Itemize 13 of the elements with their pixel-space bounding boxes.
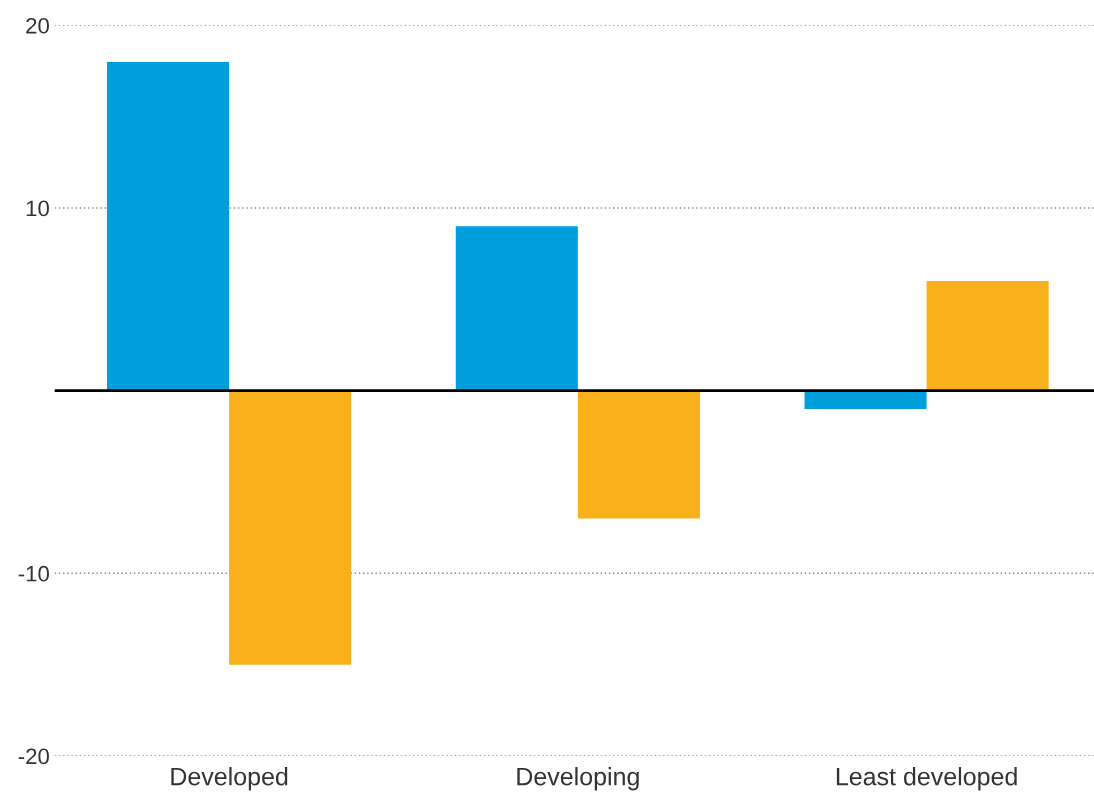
- x-tick-label: Developing: [517, 767, 639, 791]
- y-tick-label: 10: [26, 200, 49, 217]
- bar: [229, 390, 352, 665]
- bar: [804, 390, 927, 409]
- y-tick-label: -20: [18, 748, 49, 765]
- y-tick-label: 20: [26, 17, 49, 34]
- x-tick-label: Developed: [171, 767, 288, 791]
- bar: [577, 390, 700, 519]
- bar: [926, 281, 1049, 391]
- x-tick-label: Least developed: [836, 767, 1017, 791]
- bar: [455, 226, 578, 391]
- bar: [107, 61, 230, 391]
- y-tick-label: -10: [18, 565, 49, 582]
